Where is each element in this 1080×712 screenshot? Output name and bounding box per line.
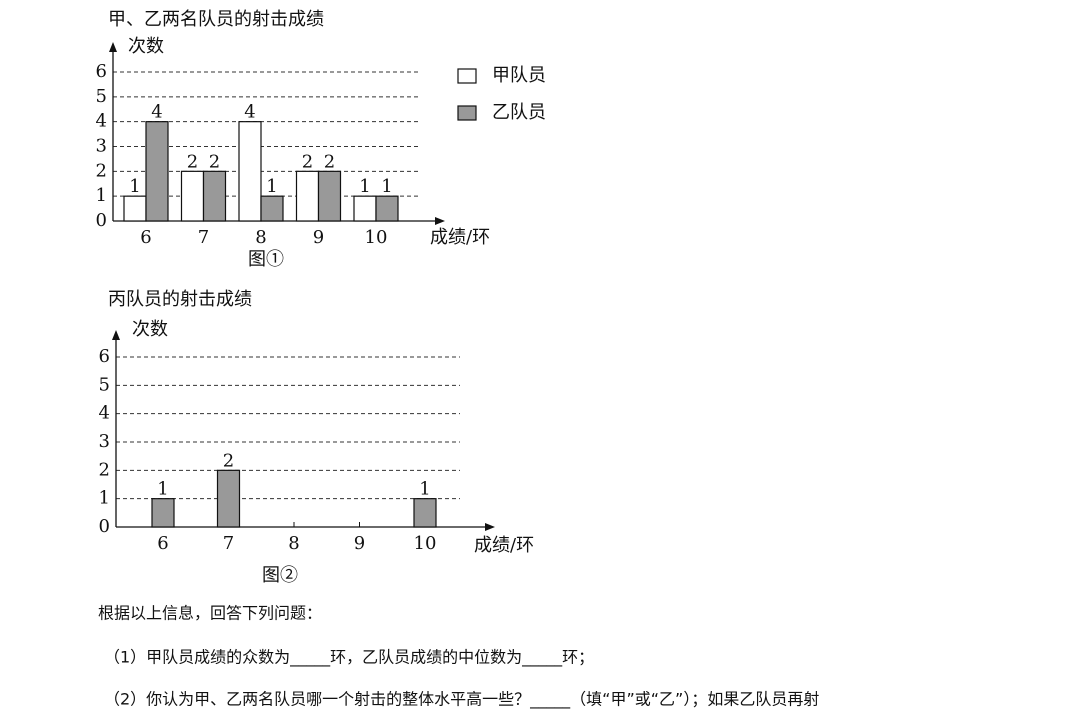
- x-tick-label: 9: [354, 533, 365, 554]
- y-axis-arrow: [112, 330, 120, 340]
- y-tick-label: 3: [96, 136, 107, 157]
- intro-text: 根据以上信息，回答下列问题：: [98, 604, 322, 623]
- data-label: 1: [419, 479, 430, 500]
- legend-swatch: [457, 105, 477, 121]
- y-tick-label: 2: [96, 160, 107, 181]
- x-tick-label: 7: [223, 533, 234, 554]
- bar: [295, 170, 320, 222]
- x-tick-label: 10: [414, 533, 437, 554]
- bar: [145, 121, 169, 222]
- x-axis-label: 成绩/环: [430, 227, 490, 248]
- question-1: （1）甲队员成绩的众数为_____环，乙队员成绩的中位数为_____环；: [104, 648, 594, 668]
- bar: [238, 121, 262, 222]
- y-tick-label: 0: [99, 516, 110, 537]
- data-label: 2: [324, 151, 335, 172]
- data-label: 4: [151, 102, 162, 123]
- y-tick-label: 5: [96, 86, 107, 107]
- x-tick-label: 8: [255, 227, 266, 248]
- x-tick-label: 6: [157, 533, 168, 554]
- question-2: （2）你认为甲、乙两名队员哪一个射击的整体水平高一些？_____（填“甲”或“乙…: [104, 690, 819, 710]
- bar: [180, 170, 205, 222]
- data-label: 1: [381, 176, 392, 197]
- y-tick-label: 6: [96, 61, 107, 82]
- data-label: 1: [129, 176, 140, 197]
- x-axis-label: 成绩/环: [474, 535, 534, 556]
- y-tick-label: 1: [96, 185, 107, 206]
- data-label: 2: [302, 151, 313, 172]
- x-tick-label: 6: [140, 227, 151, 248]
- data-label: 4: [244, 102, 255, 123]
- legend-swatch: [457, 68, 477, 84]
- y-axis-label: 次数: [128, 36, 164, 57]
- x-tick-label: 10: [365, 227, 388, 248]
- bar: [123, 195, 147, 222]
- data-label: 1: [359, 176, 370, 197]
- data-label: 2: [209, 151, 220, 172]
- y-tick-label: 3: [99, 431, 110, 452]
- x-axis-arrow: [485, 523, 495, 531]
- y-tick-label: 0: [96, 210, 107, 231]
- x-tick-label: 8: [288, 533, 299, 554]
- chart-title: 甲、乙两名队员的射击成绩: [108, 9, 324, 30]
- y-tick-label: 6: [99, 346, 110, 367]
- data-label: 2: [223, 450, 234, 471]
- legend-label: 乙队员: [492, 102, 546, 123]
- legend-label: 甲队员: [492, 65, 546, 86]
- x-tick-label: 7: [198, 227, 209, 248]
- bar: [151, 498, 175, 528]
- x-axis-arrow: [435, 217, 445, 225]
- data-label: 1: [157, 479, 168, 500]
- y-axis-arrow: [109, 42, 117, 52]
- bar: [413, 498, 437, 528]
- chart-title: 丙队员的射击成绩: [108, 289, 252, 310]
- data-label: 1: [266, 176, 277, 197]
- y-tick-label: 5: [99, 374, 110, 395]
- bar: [375, 195, 399, 222]
- y-tick-label: 2: [99, 459, 110, 480]
- y-tick-label: 4: [99, 403, 110, 424]
- y-axis-label: 次数: [132, 319, 168, 340]
- bar: [353, 195, 377, 222]
- x-tick-label: 9: [313, 227, 324, 248]
- bar: [317, 170, 342, 222]
- chart-caption: 图②: [262, 565, 298, 586]
- y-tick-label: 4: [96, 111, 107, 132]
- bar: [260, 195, 284, 222]
- data-label: 2: [187, 151, 198, 172]
- bar: [202, 170, 227, 222]
- y-tick-label: 1: [99, 488, 110, 509]
- chart-caption: 图①: [248, 249, 284, 270]
- bar: [216, 469, 241, 528]
